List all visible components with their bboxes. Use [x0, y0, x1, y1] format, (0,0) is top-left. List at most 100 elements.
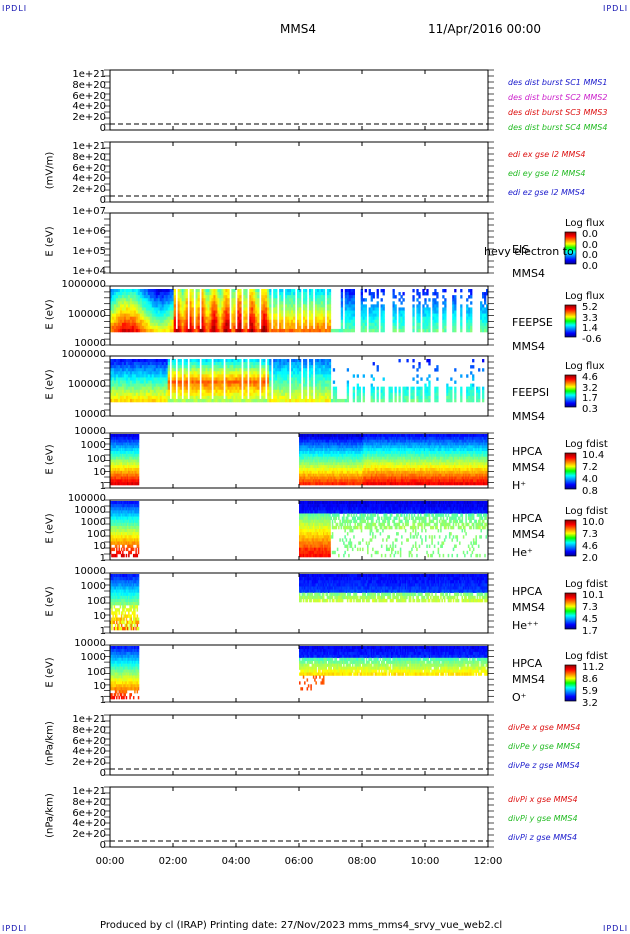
spectrogram-cell: [363, 459, 365, 463]
spectrogram-cell: [219, 392, 222, 397]
spectrogram-cell: [124, 465, 126, 469]
spectrogram-cell: [269, 398, 272, 403]
spectrogram-cell: [169, 322, 172, 327]
spectrogram-cell: [432, 292, 435, 296]
spectrogram-cell: [374, 482, 377, 486]
spectrogram-cell: [189, 316, 192, 321]
spectrogram-cell: [209, 359, 212, 363]
spectrogram-cell: [235, 365, 238, 369]
spectrogram-cell: [195, 392, 198, 397]
spectrogram-cell: [484, 322, 487, 327]
spectrogram-cell: [153, 386, 157, 391]
spectrogram-cell: [454, 322, 457, 327]
spectrogram-cell: [213, 295, 216, 299]
spectrogram-cell: [468, 310, 471, 314]
spectrogram-cell: [304, 389, 308, 394]
spectrogram-cell: [110, 295, 113, 299]
spectrogram-cell: [137, 292, 141, 296]
spectrogram-cell: [309, 465, 311, 469]
spectrogram-cell: [336, 476, 339, 480]
spectrogram-cell: [237, 322, 240, 327]
spectrogram-cell: [163, 371, 167, 375]
spectrogram-cell: [141, 319, 145, 324]
spectrogram-cell: [121, 398, 125, 403]
spectrogram-cell: [219, 316, 222, 321]
spectrogram-cell: [352, 392, 356, 397]
spectrogram-cell: [470, 316, 473, 321]
spectrogram-cell: [321, 448, 324, 452]
spectrogram-cell: [279, 289, 282, 293]
spectrogram-cell: [293, 304, 296, 308]
spectrogram-cell: [209, 316, 212, 321]
spectrogram-cell: [267, 328, 270, 333]
spectrogram-cell: [141, 316, 145, 321]
spectrogram-cell: [454, 310, 457, 314]
spectrogram-cell: [195, 313, 198, 317]
spectrogram-cell: [141, 389, 145, 394]
spectrogram-cell: [111, 448, 113, 452]
spectrogram-cell: [185, 365, 188, 369]
spectrogram-cell: [376, 328, 379, 333]
spectrogram-cell: [285, 374, 288, 378]
spectrogram-cell: [171, 365, 174, 369]
spectrogram-cell: [137, 316, 141, 321]
spectrogram-cell: [151, 298, 155, 302]
spectrogram-cell: [136, 451, 139, 455]
spectrogram-cell: [135, 445, 137, 449]
spectrogram-cell: [281, 316, 284, 321]
spectrogram-cell: [227, 325, 230, 330]
spectrogram-cell: [173, 389, 176, 394]
spectrogram-cell: [233, 298, 236, 302]
spectrogram-cell: [137, 295, 141, 299]
spectrogram-cell: [333, 476, 335, 480]
spectrogram-cell: [372, 456, 374, 460]
spectrogram-cell: [263, 298, 266, 302]
spectrogram-cell: [356, 442, 359, 446]
spectrogram-cell: [221, 325, 224, 330]
spectrogram-cell: [243, 310, 246, 314]
spectrogram-cell: [316, 362, 320, 366]
spectrogram-cell: [335, 436, 338, 440]
spectrogram-cell: [424, 298, 427, 302]
spectrogram-cell: [231, 325, 234, 330]
spectrogram-cell: [448, 398, 451, 403]
spectrogram-cell: [289, 316, 292, 321]
spectrogram-cell: [183, 298, 186, 302]
spectrogram-cell: [285, 298, 288, 302]
spectrogram-cell: [297, 301, 300, 305]
spectrogram-cell: [316, 436, 319, 440]
spectrogram-cell: [225, 310, 228, 314]
spectrogram-cell: [275, 313, 278, 317]
spectrogram-cell: [308, 313, 312, 317]
spectrogram-cell: [111, 316, 115, 321]
spectrogram-cell: [412, 298, 415, 302]
spectrogram-cell: [316, 316, 320, 321]
spectrogram-cell: [382, 316, 385, 321]
spectrogram-cell: [165, 371, 168, 375]
spectrogram-cell: [307, 459, 310, 463]
spectrogram-cell: [281, 292, 284, 296]
spectrogram-cell: [195, 316, 198, 321]
spectrogram-cell: [219, 371, 222, 375]
spectrogram-cell: [261, 392, 264, 397]
spectrogram-cell: [129, 328, 133, 333]
spectrogram-cell: [177, 301, 180, 305]
spectrogram-cell: [350, 310, 354, 314]
spectrogram-cell: [434, 392, 437, 397]
spectrogram-cell: [115, 392, 119, 397]
spectrogram-cell: [125, 310, 129, 314]
spectrogram-cell: [326, 448, 329, 452]
spectrogram-cell: [320, 319, 324, 324]
spectrogram-cell: [332, 392, 336, 397]
spectrogram-cell: [364, 462, 367, 466]
spectrogram-cell: [466, 313, 469, 317]
spectrogram-cell: [324, 479, 326, 483]
spectrogram-cell: [195, 395, 198, 400]
spectrogram-cell: [269, 313, 272, 317]
spectrogram-cell: [157, 380, 161, 384]
spectrogram-cell: [243, 365, 246, 369]
spectrogram-cell: [125, 298, 129, 302]
spectrogram-cell: [117, 389, 121, 394]
spectrogram-cell: [424, 292, 427, 296]
spectrogram-cell: [197, 292, 200, 296]
